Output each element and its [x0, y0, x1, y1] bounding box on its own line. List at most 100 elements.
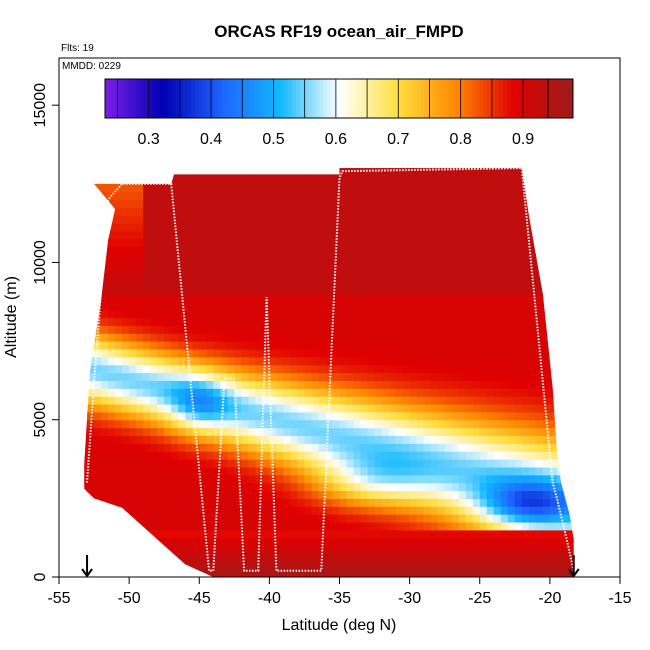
heatmap-cell [143, 254, 151, 264]
heatmap-cell [570, 545, 574, 555]
heatmap-cell [199, 388, 207, 397]
heatmap-cell [269, 482, 277, 492]
heatmap-cell [437, 223, 446, 232]
heatmap-cell [199, 521, 207, 531]
heatmap-cell [157, 506, 165, 515]
heatmap-cell [430, 506, 439, 515]
heatmap-cell [381, 553, 390, 562]
heatmap-cell [388, 270, 397, 279]
heatmap-cell [108, 231, 116, 240]
heatmap-cell [290, 466, 299, 476]
heatmap-cell [486, 451, 495, 460]
heatmap-cell [143, 459, 151, 468]
heatmap-cell [136, 356, 144, 366]
heatmap-cell [157, 301, 165, 311]
heatmap-cell [192, 372, 200, 382]
heatmap-cell [570, 262, 574, 271]
heatmap-cell [108, 553, 116, 562]
heatmap-cell [346, 341, 355, 350]
heatmap-cell [409, 411, 418, 421]
heatmap-cell [465, 286, 474, 295]
heatmap-cell [206, 545, 214, 555]
heatmap-cell [178, 309, 186, 319]
heatmap-cell [283, 521, 292, 531]
heatmap-cell [416, 246, 425, 256]
heatmap-cell [101, 372, 109, 382]
heatmap-cell [570, 561, 574, 570]
heatmap-cell [129, 231, 137, 240]
heatmap-cell [199, 474, 207, 484]
heatmap-cell [122, 537, 130, 547]
heatmap-cell [570, 168, 574, 169]
heatmap-cell [444, 325, 453, 334]
heatmap-cell [248, 270, 256, 279]
heatmap-cell [325, 168, 334, 177]
heatmap-cell [87, 278, 95, 287]
heatmap-cell [451, 380, 460, 389]
heatmap-cell [570, 199, 574, 209]
heatmap-cell [318, 482, 327, 492]
heatmap-cell [290, 419, 299, 429]
heatmap-cell [325, 364, 334, 374]
heatmap-cell [283, 207, 292, 216]
colorbar-swatch [214, 79, 219, 118]
heatmap-cell [122, 199, 130, 209]
heatmap-cell [101, 254, 109, 264]
heatmap-cell [325, 246, 334, 256]
heatmap-cell [402, 293, 411, 303]
heatmap-cell [444, 238, 453, 248]
heatmap-cell [451, 490, 460, 499]
heatmap-cell [241, 333, 249, 342]
heatmap-cell [248, 254, 256, 264]
heatmap-cell [465, 246, 474, 256]
heatmap-cell [563, 348, 572, 358]
heatmap-cell [143, 569, 151, 577]
heatmap-cell [311, 246, 320, 256]
heatmap-cell [325, 301, 334, 311]
heatmap-cell [185, 246, 193, 256]
heatmap-cell [486, 372, 495, 382]
heatmap-cell [346, 451, 355, 460]
heatmap-cell [136, 168, 144, 169]
heatmap-cell [556, 474, 565, 484]
heatmap-cell [521, 191, 530, 201]
heatmap-cell [220, 514, 228, 523]
heatmap-cell [199, 262, 207, 271]
heatmap-cell [304, 317, 313, 326]
heatmap-cell [171, 168, 179, 177]
heatmap-cell [171, 490, 179, 499]
heatmap-cell [493, 372, 502, 382]
heatmap-cell [395, 514, 404, 523]
heatmap-cell [479, 356, 488, 366]
heatmap-cell [192, 301, 200, 311]
heatmap-cell [388, 553, 397, 562]
colorbar-swatch [183, 79, 188, 118]
heatmap-cell [87, 262, 95, 271]
heatmap-cell [164, 199, 172, 209]
heatmap-cell [269, 231, 277, 240]
heatmap-cell [507, 341, 516, 350]
heatmap-cell [402, 427, 411, 437]
heatmap-cell [283, 396, 292, 405]
heatmap-cell [311, 325, 320, 334]
heatmap-cell [472, 419, 481, 429]
heatmap-cell [549, 459, 558, 468]
heatmap-cell [374, 466, 383, 476]
heatmap-cell [185, 293, 193, 303]
heatmap-cell [514, 396, 523, 405]
heatmap-cell [570, 278, 574, 287]
heatmap-cell [493, 278, 502, 287]
heatmap-cell [423, 411, 432, 421]
heatmap-cell [318, 348, 327, 358]
heatmap-cell [157, 356, 165, 366]
heatmap-cell [451, 451, 460, 460]
heatmap-cell [381, 537, 390, 547]
heatmap-cell [472, 545, 481, 555]
heatmap-cell [227, 372, 235, 382]
heatmap-cell [388, 427, 397, 437]
heatmap-cell [416, 372, 425, 382]
heatmap-cell [178, 498, 186, 507]
heatmap-cell [325, 223, 334, 232]
heatmap-cell [84, 482, 88, 492]
heatmap-cell [290, 309, 299, 319]
